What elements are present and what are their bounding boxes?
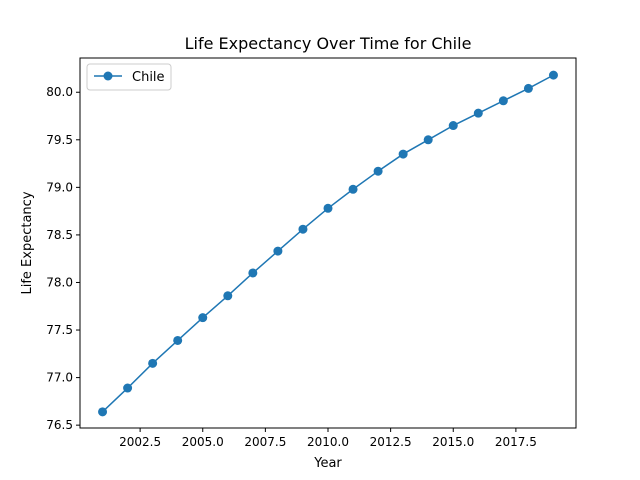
y-tick-label: 77.0 (46, 371, 73, 385)
x-tick-label: 2015.0 (432, 435, 474, 449)
data-point (448, 121, 458, 131)
data-point (548, 70, 558, 80)
x-tick-label: 2012.5 (370, 435, 412, 449)
x-tick-label: 2017.5 (495, 435, 537, 449)
data-point (423, 135, 433, 145)
data-point (248, 268, 258, 278)
data-point (473, 108, 483, 118)
data-point (348, 184, 358, 194)
y-axis-label: Life Expectancy (20, 191, 35, 294)
data-point (323, 203, 333, 213)
x-tick-label: 2007.5 (244, 435, 286, 449)
y-tick-label: 77.5 (46, 323, 73, 337)
data-point (198, 313, 208, 323)
plot-area (98, 70, 558, 417)
legend-marker-swatch (103, 71, 113, 81)
x-axis-label: Year (313, 456, 342, 471)
data-point (523, 83, 533, 93)
data-point (223, 291, 233, 301)
chart-title: Life Expectancy Over Time for Chile (185, 34, 472, 53)
data-point (373, 166, 383, 176)
data-point (173, 335, 183, 345)
data-point (298, 224, 308, 234)
data-point (398, 149, 408, 159)
x-axis: 2002.5 2005.0 2007.5 2010.0 2012.5 2015.0 2017… (119, 428, 537, 449)
data-point (98, 407, 108, 417)
y-axis: 76.5 77.0 77.5 78.0 78.5 79.0 79.5 80.0 (46, 85, 80, 432)
x-tick-label: 2010.0 (307, 435, 349, 449)
data-point (498, 96, 508, 106)
x-tick-label: 2002.5 (119, 435, 161, 449)
y-tick-label: 78.0 (46, 275, 73, 289)
legend: Chile (86, 63, 172, 91)
data-point (123, 383, 133, 393)
y-tick-label: 78.5 (46, 228, 73, 242)
legend-box (86, 63, 172, 91)
y-tick-label: 79.0 (46, 180, 73, 194)
y-tick-label: 80.0 (46, 85, 73, 99)
y-tick-label: 76.5 (46, 418, 73, 432)
y-tick-label: 79.5 (46, 133, 73, 147)
data-point (148, 358, 158, 368)
data-point (273, 246, 283, 256)
x-tick-label: 2005.0 (182, 435, 224, 449)
legend-label-chile: Chile (132, 70, 165, 85)
